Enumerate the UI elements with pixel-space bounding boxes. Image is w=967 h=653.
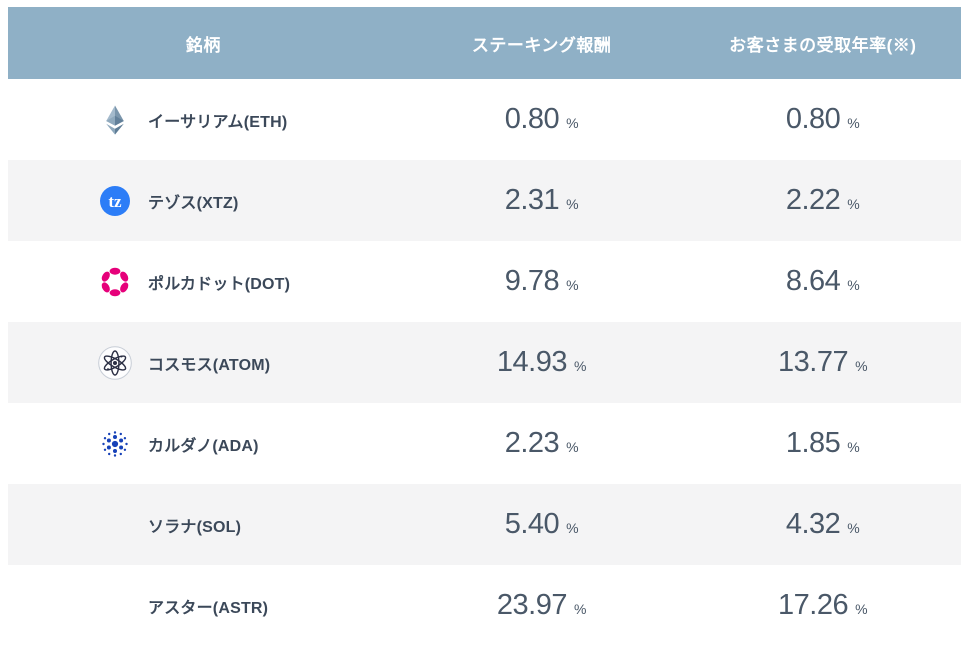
cardano-icon — [102, 430, 128, 457]
coin-cell: コスモス(ATOM) — [8, 345, 399, 381]
percent-unit: % — [847, 115, 860, 131]
cosmos-icon — [97, 345, 133, 381]
coin-name-label: ポルカドット(DOT) — [148, 275, 291, 293]
staking-reward-value: 9.78 — [504, 265, 560, 297]
percent-unit: % — [855, 601, 868, 617]
ethereum-icon — [97, 102, 133, 138]
customer-rate-cell: 4.32 % — [685, 508, 961, 541]
customer-rate-value: 1.85 — [785, 427, 841, 459]
staking-reward-cell: 5.40 % — [399, 508, 685, 541]
polkadot-icon — [97, 264, 133, 300]
percent-unit: % — [855, 358, 868, 374]
solana-icon — [103, 514, 127, 535]
staking-reward-cell: 23.97 % — [399, 589, 685, 622]
staking-rate-table: 銘柄 ステーキング報酬 お客さまの受取年率(※) イーサリアム(ETH) 0.8… — [8, 7, 961, 646]
table-row: ソラナ(SOL) 5.40 % 4.32 % — [8, 484, 961, 565]
percent-unit: % — [566, 115, 579, 131]
staking-reward-value: 2.23 — [504, 427, 560, 459]
customer-rate-value: 4.32 — [785, 508, 841, 540]
coin-name-label: カルダノ(ADA) — [148, 437, 259, 455]
astar-icon — [100, 590, 130, 621]
coin-cell: アスター(ASTR) — [8, 588, 399, 624]
column-header-brand: 銘柄 — [185, 35, 221, 55]
percent-unit: % — [566, 439, 579, 455]
customer-rate-cell: 2.22 % — [685, 184, 961, 217]
astar-icon — [97, 588, 133, 624]
staking-reward-value: 0.80 — [504, 103, 560, 135]
staking-reward-cell: 14.93 % — [399, 346, 685, 379]
percent-unit: % — [847, 439, 860, 455]
table-body: イーサリアム(ETH) 0.80 % 0.80 % tz テゾス(XTZ) 2.… — [8, 79, 961, 646]
percent-unit: % — [566, 520, 579, 536]
table-row: イーサリアム(ETH) 0.80 % 0.80 % — [8, 79, 961, 160]
table-row: tz テゾス(XTZ) 2.31 % 2.22 % — [8, 160, 961, 241]
column-header-staking-reward: ステーキング報酬 — [471, 35, 612, 55]
percent-unit: % — [566, 277, 579, 293]
staking-reward-value: 14.93 — [496, 346, 568, 378]
staking-reward-cell: 9.78 % — [399, 265, 685, 298]
percent-unit: % — [847, 520, 860, 536]
percent-unit: % — [566, 196, 579, 212]
percent-unit: % — [847, 277, 860, 293]
customer-rate-cell: 0.80 % — [685, 103, 961, 136]
customer-rate-cell: 8.64 % — [685, 265, 961, 298]
coin-name-label: コスモス(ATOM) — [148, 356, 271, 374]
staking-reward-value: 23.97 — [496, 589, 568, 621]
table-row: ポルカドット(DOT) 9.78 % 8.64 % — [8, 241, 961, 322]
coin-cell: イーサリアム(ETH) — [8, 102, 399, 138]
staking-reward-cell: 2.31 % — [399, 184, 685, 217]
staking-reward-cell: 2.23 % — [399, 427, 685, 460]
customer-rate-value: 0.80 — [785, 103, 841, 135]
coin-name-label: イーサリアム(ETH) — [148, 113, 288, 131]
column-header-customer-rate: お客さまの受取年率(※) — [729, 35, 917, 55]
coin-name-label: テゾス(XTZ) — [148, 194, 239, 212]
solana-icon — [97, 507, 133, 543]
customer-rate-cell: 1.85 % — [685, 427, 961, 460]
customer-rate-value: 17.26 — [778, 589, 849, 621]
polkadot-icon — [101, 267, 129, 296]
staking-reward-cell: 0.80 % — [399, 103, 685, 136]
percent-unit: % — [847, 196, 860, 212]
customer-rate-value: 13.77 — [778, 346, 849, 378]
coin-cell: ソラナ(SOL) — [8, 507, 399, 543]
coin-name-label: ソラナ(SOL) — [148, 518, 242, 536]
ethereum-icon — [106, 105, 124, 135]
coin-cell: カルダノ(ADA) — [8, 426, 399, 462]
coin-name-label: アスター(ASTR) — [148, 599, 269, 617]
svg-text:tz: tz — [108, 192, 122, 211]
cardano-icon — [97, 426, 133, 462]
table-row: カルダノ(ADA) 2.23 % 1.85 % — [8, 403, 961, 484]
percent-unit: % — [573, 601, 587, 617]
table-header-row: 銘柄 ステーキング報酬 お客さまの受取年率(※) — [8, 7, 961, 79]
customer-rate-cell: 13.77 % — [685, 346, 961, 379]
staking-reward-value: 2.31 — [504, 184, 560, 216]
customer-rate-value: 2.22 — [785, 184, 841, 216]
percent-unit: % — [573, 358, 587, 374]
tezos-icon: tz — [100, 185, 130, 216]
customer-rate-cell: 17.26 % — [685, 589, 961, 622]
table-row: コスモス(ATOM) 14.93 % 13.77 % — [8, 322, 961, 403]
customer-rate-value: 8.64 — [785, 265, 841, 297]
coin-cell: tz テゾス(XTZ) — [8, 183, 399, 219]
cosmos-icon — [98, 345, 132, 380]
staking-reward-value: 5.40 — [504, 508, 560, 540]
table-row: アスター(ASTR) 23.97 % 17.26 % — [8, 565, 961, 646]
coin-cell: ポルカドット(DOT) — [8, 264, 399, 300]
tezos-icon: tz — [97, 183, 133, 219]
